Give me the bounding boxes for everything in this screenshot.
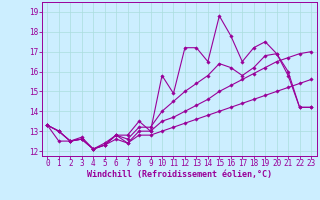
X-axis label: Windchill (Refroidissement éolien,°C): Windchill (Refroidissement éolien,°C) [87,170,272,179]
